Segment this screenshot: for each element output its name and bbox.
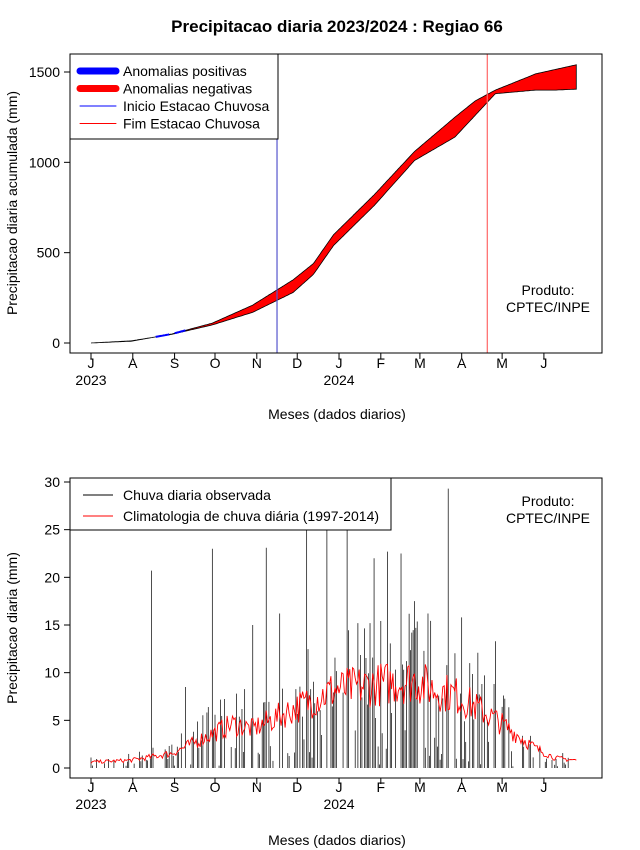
top-x-tick-label-1: A	[128, 355, 138, 371]
top-x-tick-label-4: N	[252, 355, 262, 371]
bottom-x-tick-label-11: J	[540, 779, 547, 795]
bottom-y-tick-label-5: 25	[44, 522, 60, 538]
top-legend-label-0: Anomalias positivas	[123, 63, 247, 79]
bottom-y-tick-label-2: 10	[44, 665, 60, 681]
bottom-x-axis-label: Meses (dados diarios)	[268, 832, 406, 848]
top-product-source: CPTEC/INPE	[506, 299, 590, 315]
top-x-tick-label-11: J	[540, 355, 547, 371]
bottom-legend-label-0: Chuva diaria observada	[123, 487, 271, 503]
top-x-tick-label-0: J	[88, 355, 95, 371]
bottom-x-tick-label-9: A	[457, 779, 467, 795]
top-legend: Anomalias positivas Anomalias negativasIn…	[69, 53, 279, 140]
bottom-x-tick-label-10: M	[496, 779, 508, 795]
top-y-tick-label-1: 500	[37, 245, 61, 261]
top-x-axis-label: Meses (dados diarios)	[268, 406, 406, 422]
top-x-tick-label-2: S	[170, 355, 179, 371]
top-x-tick-label-7: F	[377, 355, 386, 371]
climatology-line	[90, 663, 577, 764]
negative-anomaly-band	[90, 64, 577, 344]
top-year-label-1: 2024	[323, 372, 354, 388]
top-legend-label-1: Anomalias negativas	[123, 81, 252, 97]
top-x-tick-label-3: O	[210, 355, 221, 371]
bottom-x-tick-label-0: J	[88, 779, 95, 795]
bottom-y-tick-label-6: 30	[44, 474, 60, 490]
bottom-x-tick-label-2: S	[170, 779, 179, 795]
top-x-tick-label-5: D	[292, 355, 302, 371]
bottom-year-label-1: 2024	[323, 796, 354, 812]
bottom-y-tick-label-0: 0	[52, 760, 60, 776]
bottom-x-tick-label-5: D	[292, 779, 302, 795]
bottom-legend: Chuva diaria observada Climatologia de ch…	[69, 477, 392, 531]
bottom-y-tick-label-3: 15	[44, 617, 60, 633]
top-plot-frame	[69, 53, 603, 354]
bottom-x-tick-label-6: J	[336, 779, 343, 795]
top-y-axis-label: Precipitacao diaria acumulada (mm)	[4, 91, 20, 315]
bottom-y-axis-label: Precipitacao diaria (mm)	[4, 552, 20, 704]
bottom-y-tick-label-1: 5	[52, 712, 60, 728]
bottom-y-tick-label-4: 20	[44, 569, 60, 585]
bottom-x-tick-label-7: F	[377, 779, 386, 795]
top-legend-label-3: Fim Estacao Chuvosa	[123, 116, 260, 132]
bottom-legend-label-1: Climatologia de chuva diária (1997-2014)	[123, 508, 379, 524]
top-product-label: Produto:	[522, 282, 575, 298]
top-y-tick-label-2: 1000	[29, 154, 60, 170]
top-x-tick-label-9: A	[457, 355, 467, 371]
bottom-x-tick-label-8: M	[414, 779, 426, 795]
bottom-product-label: Produto:	[522, 493, 575, 509]
top-chart: Precipitacao diaria 2023/2024 : Regiao 6…	[4, 17, 603, 422]
top-chart-title: Precipitacao diaria 2023/2024 : Regiao 6…	[171, 17, 503, 36]
top-x-tick-label-6: J	[336, 355, 343, 371]
top-legend-label-2: Inicio Estacao Chuvosa	[123, 98, 270, 114]
top-x-tick-label-8: M	[414, 355, 426, 371]
top-y-tick-label-0: 0	[52, 335, 60, 351]
bottom-year-label-0: 2023	[75, 796, 106, 812]
bottom-product-source: CPTEC/INPE	[506, 510, 590, 526]
top-x-tick-label-10: M	[496, 355, 508, 371]
positive-anomaly-segment-1	[155, 333, 170, 338]
positive-anomaly-segment-2	[174, 329, 186, 335]
bottom-x-tick-label-4: N	[252, 779, 262, 795]
bottom-x-tick-label-1: A	[128, 779, 138, 795]
top-y-tick-label-3: 1500	[29, 64, 60, 80]
top-year-label-0: 2023	[75, 372, 106, 388]
bottom-legend-frame	[69, 477, 392, 531]
bottom-x-tick-label-3: O	[210, 779, 221, 795]
